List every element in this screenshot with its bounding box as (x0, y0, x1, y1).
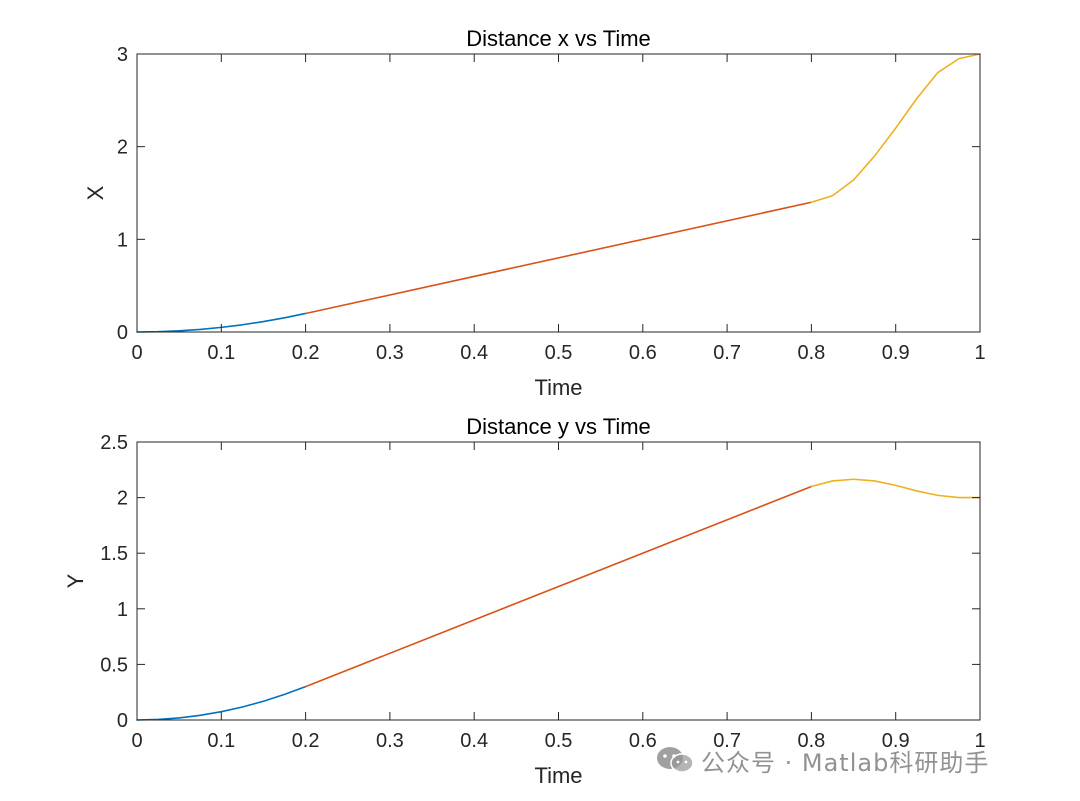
series-line-3 (810, 478, 981, 499)
x-tick-label: 0 (131, 342, 142, 364)
series-line-3 (810, 53, 981, 204)
plot-title: Distance y vs Time (466, 414, 651, 439)
x-tick-label: 0.7 (713, 730, 741, 752)
x-tick-label: 0.9 (882, 730, 910, 752)
x-tick-label: 0.4 (460, 730, 488, 752)
y-tick-label: 2 (117, 137, 128, 159)
plot-1: 0 0.1 0.2 0.3 0.4 0.5 0.6 0.7 0.8 0.9 1 0 1 2 3 Distanc… (83, 26, 986, 400)
series-line-2 (304, 485, 813, 688)
series-line-2 (304, 201, 813, 315)
x-tick-label: 0.7 (713, 342, 741, 364)
x-tick-label: 0.1 (207, 342, 235, 364)
wechat-icon (657, 747, 694, 773)
y-axis-label: X (83, 185, 108, 200)
x-tick-label: 0.2 (292, 342, 320, 364)
plot-2: 0 0.1 0.2 0.3 0.4 0.5 0.6 0.7 0.8 0.9 1 0 0.5 1 1.5 2 2.… (63, 414, 986, 788)
y-tick-label: 1 (117, 229, 128, 251)
y-tick-label: 0.5 (100, 654, 128, 676)
y-tick-label: 1.5 (100, 543, 128, 565)
axes-box (136, 53, 981, 333)
y-tick-label: 2 (117, 488, 128, 510)
x-tick-label: 0.8 (797, 342, 825, 364)
y-tick-label: 0 (117, 710, 128, 732)
x-tick-label: 1 (974, 730, 985, 752)
x-tick-label: 0.3 (376, 730, 404, 752)
x-axis-label: Time (534, 375, 582, 400)
x-tick-label: 0.1 (207, 730, 235, 752)
y-tick-label: 2.5 (100, 432, 128, 454)
axes-box (136, 441, 981, 721)
x-tick-label: 0.8 (797, 730, 825, 752)
y-tick-label: 0 (117, 322, 128, 344)
series-line-1 (136, 685, 307, 721)
x-axis-label: Time (534, 763, 582, 788)
x-tick-label: 0.9 (882, 342, 910, 364)
y-tick-label: 3 (117, 44, 128, 66)
y-axis-label: Y (63, 573, 88, 588)
x-tick-label: 1 (974, 342, 985, 364)
plot-title: Distance x vs Time (466, 26, 651, 51)
x-tick-label: 0.5 (545, 342, 573, 364)
x-tick-label: 0.6 (629, 342, 657, 364)
x-tick-label: 0 (131, 730, 142, 752)
x-tick-label: 0.3 (376, 342, 404, 364)
x-tick-label: 0.2 (292, 730, 320, 752)
watermark-text: 公众号 · Matlab科研助手 (701, 748, 990, 777)
x-tick-label: 0.4 (460, 342, 488, 364)
y-tick-label: 1 (117, 599, 128, 621)
x-tick-label: 0.6 (629, 730, 657, 752)
watermark: 公众号 · Matlab科研助手 (655, 742, 989, 778)
x-tick-label: 0.5 (545, 730, 573, 752)
